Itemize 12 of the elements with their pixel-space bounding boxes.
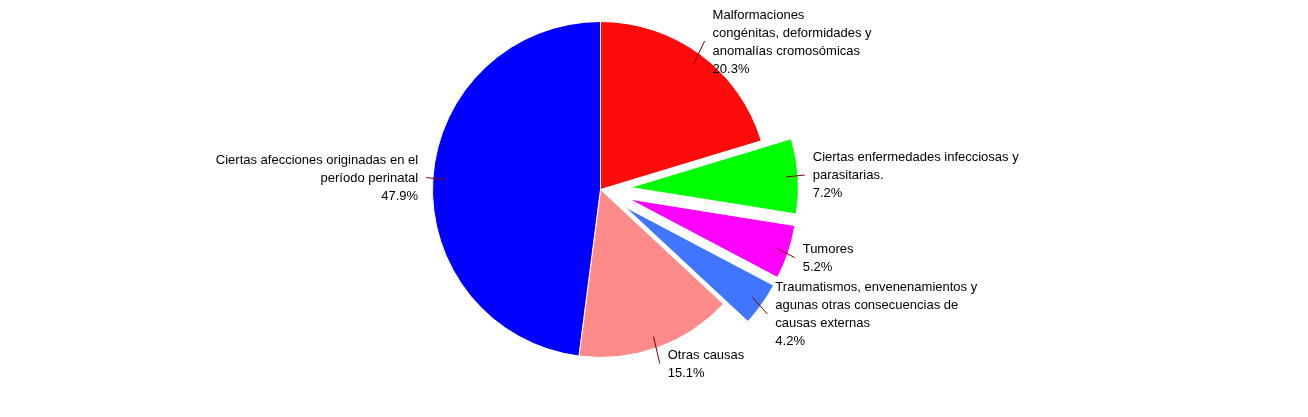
slice-label: Ciertas enfermedades infecciosas y parasitarias. [812, 149, 1020, 183]
data-label: 7.2% [812, 185, 843, 201]
slice-label: Otras causas [667, 346, 745, 362]
data-label: 47.9% [381, 188, 419, 204]
data-label: 15.1% [667, 364, 706, 380]
slice-label: Malformaciones congénitas, deformidades y anomalías cromosómicas [712, 6, 873, 58]
slice-label: Ciertas afecciones originadas en el período perinatal [215, 152, 419, 186]
slice-label: Traumatismos, envenenamientos y agunas otras consecuencias de causas externas [775, 279, 978, 331]
slice-label: Tumores [802, 241, 854, 257]
data-label: 4.2% [775, 333, 806, 349]
data-label: 5.2% [802, 259, 833, 275]
data-label: 20.3% [712, 60, 750, 76]
